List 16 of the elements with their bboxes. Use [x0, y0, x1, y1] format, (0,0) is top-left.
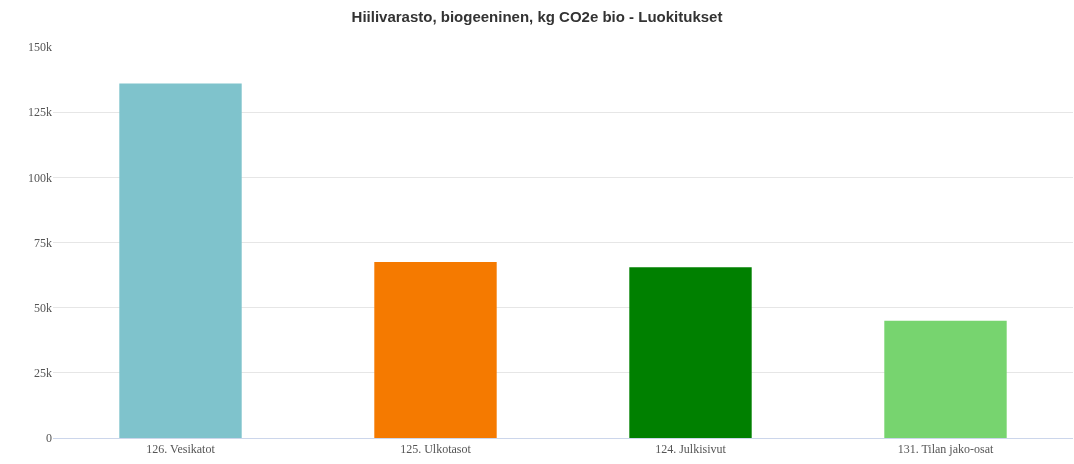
- chart-title: Hiilivarasto, biogeeninen, kg CO2e bio - Luokitukset: [351, 8, 723, 26]
- y-tick-label: 150k: [28, 40, 52, 55]
- x-tick-label: 124. Julkisivut: [655, 442, 727, 457]
- bar: [629, 267, 752, 438]
- y-tick-label: 100k: [28, 170, 52, 185]
- y-tick-label: 0: [46, 431, 52, 446]
- bar: [884, 320, 1007, 438]
- y-tick-label: 125k: [28, 105, 52, 120]
- x-tick-label: 125. Ulkotasot: [400, 442, 472, 457]
- y-tick-label: 50k: [34, 300, 52, 315]
- bar: [374, 262, 497, 438]
- x-tick-label: 131. Tilan jako-osat: [897, 442, 994, 457]
- bar: [119, 83, 242, 438]
- y-tick-label: 75k: [34, 235, 52, 250]
- x-tick-label: 126. Vesikatot: [146, 442, 216, 457]
- y-tick-label: 25k: [34, 366, 52, 381]
